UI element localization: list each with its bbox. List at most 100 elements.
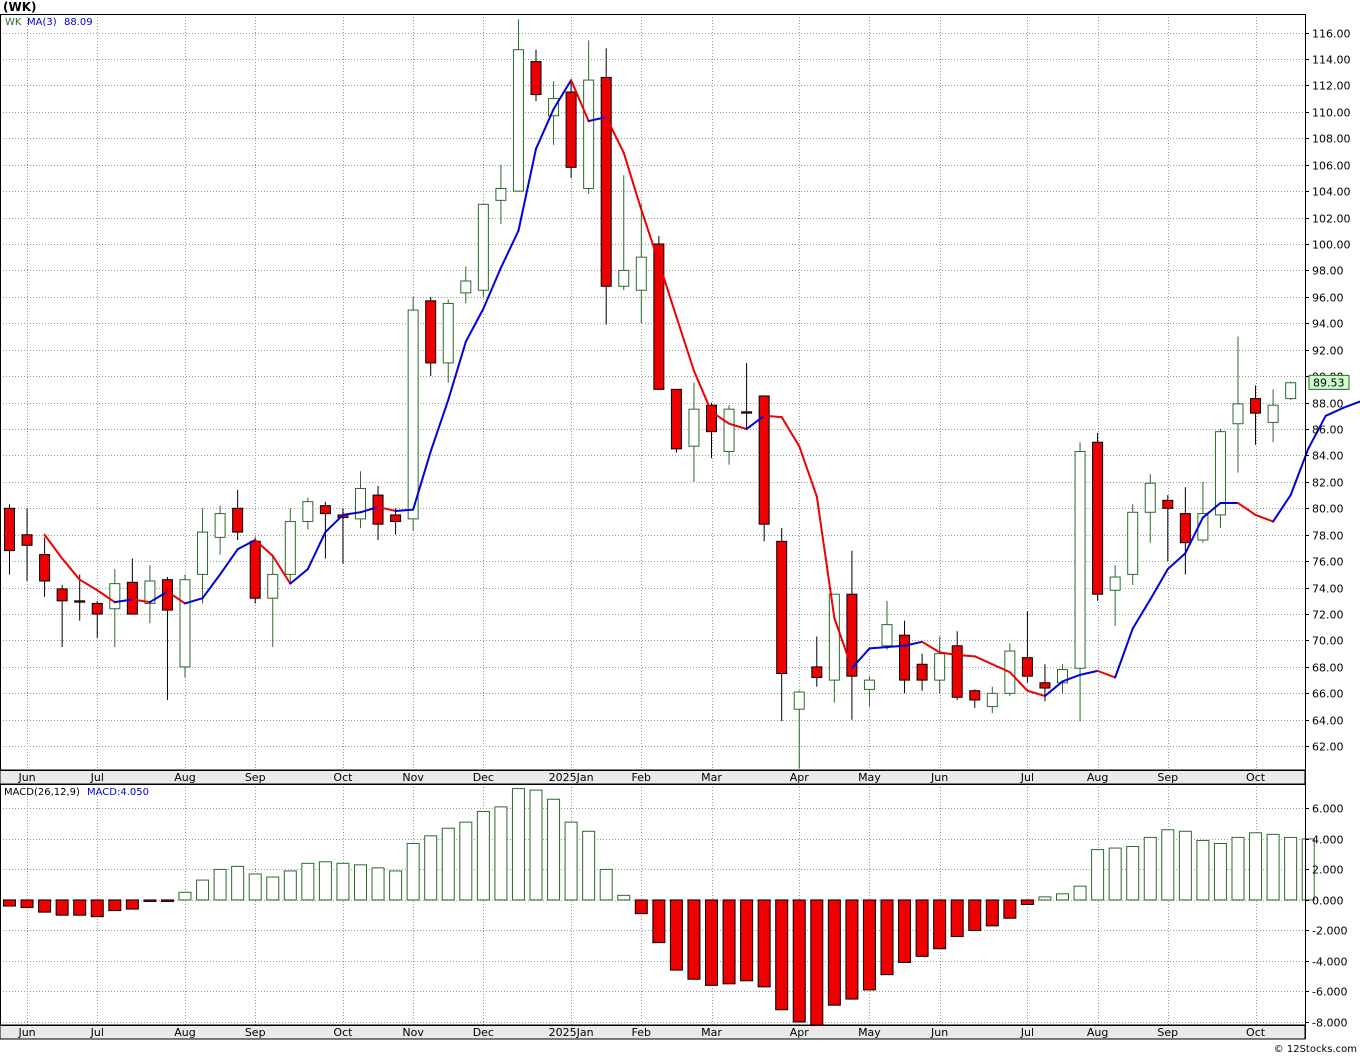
price-y-tick-label: 108.00: [1312, 133, 1351, 146]
candle: [495, 164, 507, 225]
ma-segment: [640, 208, 660, 264]
price-y-tick-label: 70.00: [1312, 635, 1344, 648]
macd-bar: [301, 862, 315, 901]
ma-segment: [1237, 502, 1257, 516]
candle: [319, 501, 331, 559]
candle-body: [355, 487, 366, 520]
macd-x-tick-label: Jun: [930, 1026, 948, 1039]
candle: [653, 236, 665, 390]
ma-segment: [815, 495, 836, 620]
macd-y-tick-label: -2.000: [1312, 925, 1347, 938]
candle-body: [460, 280, 472, 294]
ma-segment: [1254, 513, 1275, 523]
candle: [1179, 487, 1191, 575]
macd-bar: [898, 899, 912, 963]
candle-body: [144, 580, 156, 604]
macd-bar: [1056, 893, 1069, 901]
macd-bar: [950, 899, 964, 938]
ma-segment: [412, 450, 432, 511]
candle-body: [39, 554, 51, 582]
candle: [618, 175, 630, 291]
macd-bar: [406, 842, 420, 901]
macd-bar: [827, 899, 841, 1006]
macd-bar: [1284, 836, 1298, 901]
price-x-tick-label: Aug: [1087, 771, 1108, 784]
candle: [197, 508, 209, 604]
macd-bar: [1108, 847, 1122, 901]
candle: [91, 600, 103, 638]
candle: [600, 48, 612, 325]
price-x-axis-strip: [0, 769, 1306, 785]
price-x-tick-label: Dec: [473, 771, 494, 784]
ma-segment: [605, 116, 625, 154]
macd-bar: [669, 899, 683, 971]
candle-body: [197, 531, 209, 575]
candle: [1127, 504, 1139, 585]
ma-segment: [1201, 502, 1222, 519]
ma-segment: [429, 398, 450, 453]
candle: [934, 636, 946, 694]
ma-segment: [886, 644, 906, 649]
macd-bar: [283, 870, 297, 901]
candle-body: [1057, 669, 1068, 684]
ma-segment: [131, 598, 151, 604]
candle-body: [688, 408, 700, 447]
candle-body: [1039, 682, 1051, 689]
candle-body: [828, 593, 840, 681]
macd-bar: [73, 899, 87, 916]
candle: [1144, 473, 1156, 543]
price-x-tick-label: 2025Jan: [549, 771, 594, 784]
macd-bar: [529, 789, 543, 901]
candle: [1285, 381, 1297, 400]
macd-bar: [599, 868, 613, 901]
ma-segment: [1324, 406, 1345, 417]
ma-segment: [1184, 516, 1204, 555]
macd-x-tick-label: Aug: [174, 1026, 195, 1039]
candle-body: [583, 79, 595, 189]
price-y-tick-label: 86.00: [1312, 424, 1344, 437]
candle-body: [653, 243, 665, 390]
candle-body: [425, 300, 437, 364]
macd-bar: [687, 899, 701, 980]
macd-bar: [389, 870, 403, 901]
macd-bar: [845, 899, 859, 1000]
macd-bar: [915, 899, 929, 957]
candle-body: [284, 521, 296, 575]
candle: [267, 554, 279, 648]
macd-bar: [1161, 829, 1175, 901]
candle: [583, 40, 595, 194]
macd-bar: [459, 821, 473, 901]
macd-bar: [652, 899, 666, 944]
macd-bar: [354, 864, 367, 901]
macd-x-tick-label: 2025Jan: [549, 1026, 594, 1039]
price-x-tick-label: Jul: [90, 771, 104, 784]
candle-body: [1109, 576, 1121, 591]
ma-segment: [1096, 669, 1117, 679]
ma-segment: [780, 416, 801, 448]
price-y-tick-label: 96.00: [1312, 292, 1344, 305]
ma-segment: [973, 655, 994, 666]
candle-body: [776, 540, 788, 675]
candle-body: [1214, 431, 1226, 516]
macd-bar: [476, 810, 490, 901]
candle-body: [109, 583, 121, 610]
ma-segment: [517, 147, 537, 232]
candle-body: [1179, 513, 1191, 544]
macd-x-tick-label: Apr: [790, 1026, 810, 1039]
macd-y-tick-label: -6.000: [1312, 986, 1347, 999]
macd-x-tick-label: Oct: [1246, 1026, 1266, 1039]
macd-bar: [1003, 899, 1017, 919]
macd-x-tick-label: Nov: [402, 1026, 424, 1039]
candle: [846, 550, 858, 720]
ma-segment: [96, 589, 116, 604]
ma-segment: [1061, 673, 1082, 683]
candle-body: [899, 634, 911, 681]
candle: [1057, 664, 1068, 694]
macd-x-tick-label: Jul: [90, 1026, 104, 1039]
candle-body: [986, 692, 998, 708]
candle: [1214, 429, 1226, 529]
candle-body: [741, 411, 753, 414]
candle-body: [565, 91, 577, 168]
candle-body: [495, 187, 507, 201]
macd-bar: [38, 899, 52, 913]
